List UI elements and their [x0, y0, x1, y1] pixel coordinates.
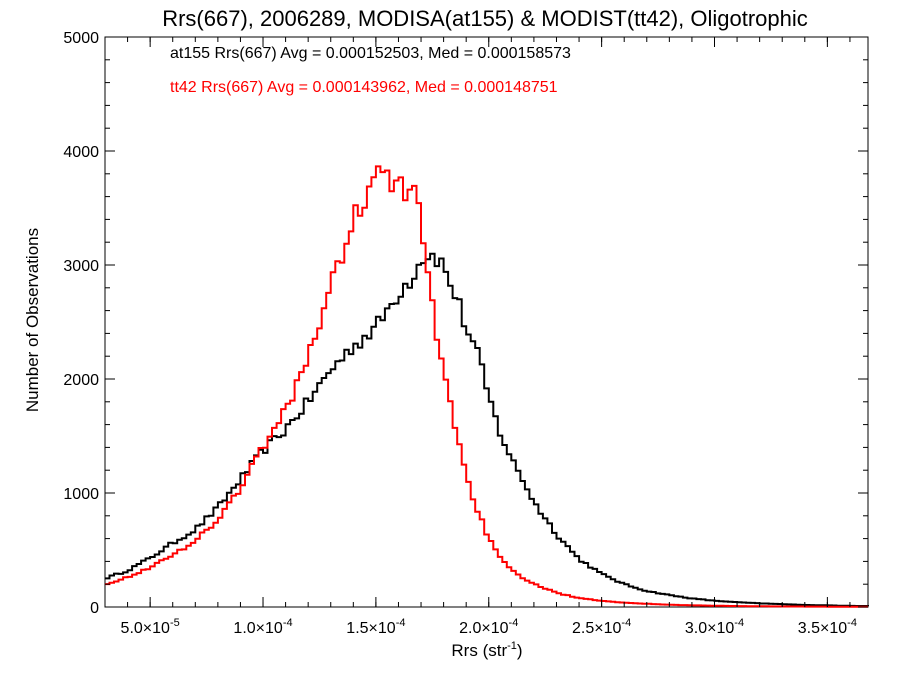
annotation-at155: at155 Rrs(667) Avg = 0.000152503, Med = …	[170, 45, 571, 62]
ticks-group: 0 1000 2000 3000 4000 5000 5.0×10-5 1.0×10-4 1.5…	[63, 30, 868, 637]
x-tick-label-5: 3.0×10-4	[685, 617, 744, 637]
x-tick-label-6: 3.5×10-4	[798, 617, 857, 637]
y-tick-label-5: 5000	[63, 30, 99, 47]
y-tick-label-4: 4000	[63, 144, 99, 161]
x-axis-label-base: Rrs (str	[451, 641, 507, 660]
series-group	[105, 165, 869, 608]
series-line-0	[105, 252, 869, 607]
x-tick-label-2: 1.5×10-4	[346, 617, 405, 637]
chart-title: Rrs(667), 2006289, MODISA(at155) & MODIS…	[162, 6, 808, 31]
x-tick-label-3: 2.0×10-4	[459, 617, 518, 637]
y-axis-label: Number of Observations	[23, 228, 42, 412]
plot-frame	[104, 36, 869, 608]
x-axis-label-end: )	[517, 641, 523, 660]
x-axis-label: Rrs (str-1)	[451, 640, 522, 660]
x-tick-label-4: 2.5×10-4	[572, 617, 631, 637]
x-tick-label-0: 5.0×10-5	[121, 617, 180, 637]
y-tick-label-3: 3000	[63, 258, 99, 275]
annotation-tt42: tt42 Rrs(667) Avg = 0.000143962, Med = 0…	[170, 79, 558, 96]
y-tick-label-1: 1000	[63, 486, 99, 503]
x-tick-label-1: 1.0×10-4	[233, 617, 292, 637]
y-tick-label-0: 0	[90, 600, 99, 617]
x-axis-label-sup: -1	[507, 640, 517, 652]
y-tick-label-2: 2000	[63, 372, 99, 389]
series-line-1	[105, 165, 868, 608]
